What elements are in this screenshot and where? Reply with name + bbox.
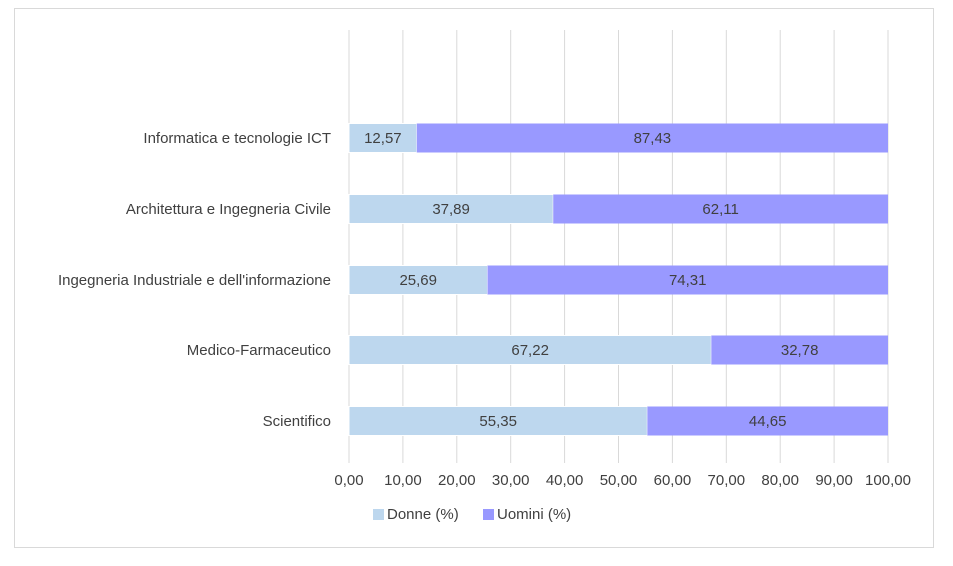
category-label: Medico-Farmaceutico (187, 342, 331, 359)
legend-label: Donne (%) (387, 506, 459, 523)
category-label: Architettura e Ingegneria Civile (126, 201, 331, 218)
data-label: 55,35 (479, 413, 517, 430)
x-tick-label: 60,00 (654, 472, 692, 489)
data-label: 74,31 (669, 272, 707, 289)
bar-segment (348, 123, 418, 153)
data-label: 62,11 (702, 201, 738, 218)
bar-segment (348, 194, 554, 224)
x-tick-label: 30,00 (492, 472, 530, 489)
data-label: 37,89 (432, 201, 470, 218)
bar-segment (647, 406, 888, 436)
x-tick-label: 80,00 (761, 472, 799, 489)
bar-segment (553, 194, 888, 224)
x-tick-label: 100,00 (865, 472, 911, 489)
legend-label: Uomini (%) (497, 506, 571, 523)
bar-segment (711, 335, 888, 365)
data-label: 44,65 (749, 413, 787, 430)
category-label: Ingegneria Industriale e dell'informazio… (58, 272, 331, 289)
data-label: 25,69 (399, 272, 437, 289)
category-label: Scientifico (263, 413, 331, 430)
x-tick-label: 70,00 (708, 472, 746, 489)
data-label: 87,43 (634, 130, 672, 147)
data-label: 67,22 (511, 342, 549, 359)
x-tick-label: 10,00 (384, 472, 422, 489)
legend-swatch (483, 509, 494, 520)
category-label: Informatica e tecnologie ICT (143, 130, 331, 147)
bar-segment (487, 265, 888, 295)
bar-segment (348, 406, 648, 436)
legend-swatch (373, 509, 384, 520)
data-label: 32,78 (781, 342, 819, 359)
x-tick-label: 20,00 (438, 472, 476, 489)
x-tick-label: 90,00 (815, 472, 853, 489)
x-tick-label: 50,00 (600, 472, 638, 489)
x-tick-label: 40,00 (546, 472, 584, 489)
data-label: 12,57 (364, 130, 402, 147)
x-tick-label: 0,00 (334, 472, 363, 489)
bar-segment (416, 123, 888, 153)
